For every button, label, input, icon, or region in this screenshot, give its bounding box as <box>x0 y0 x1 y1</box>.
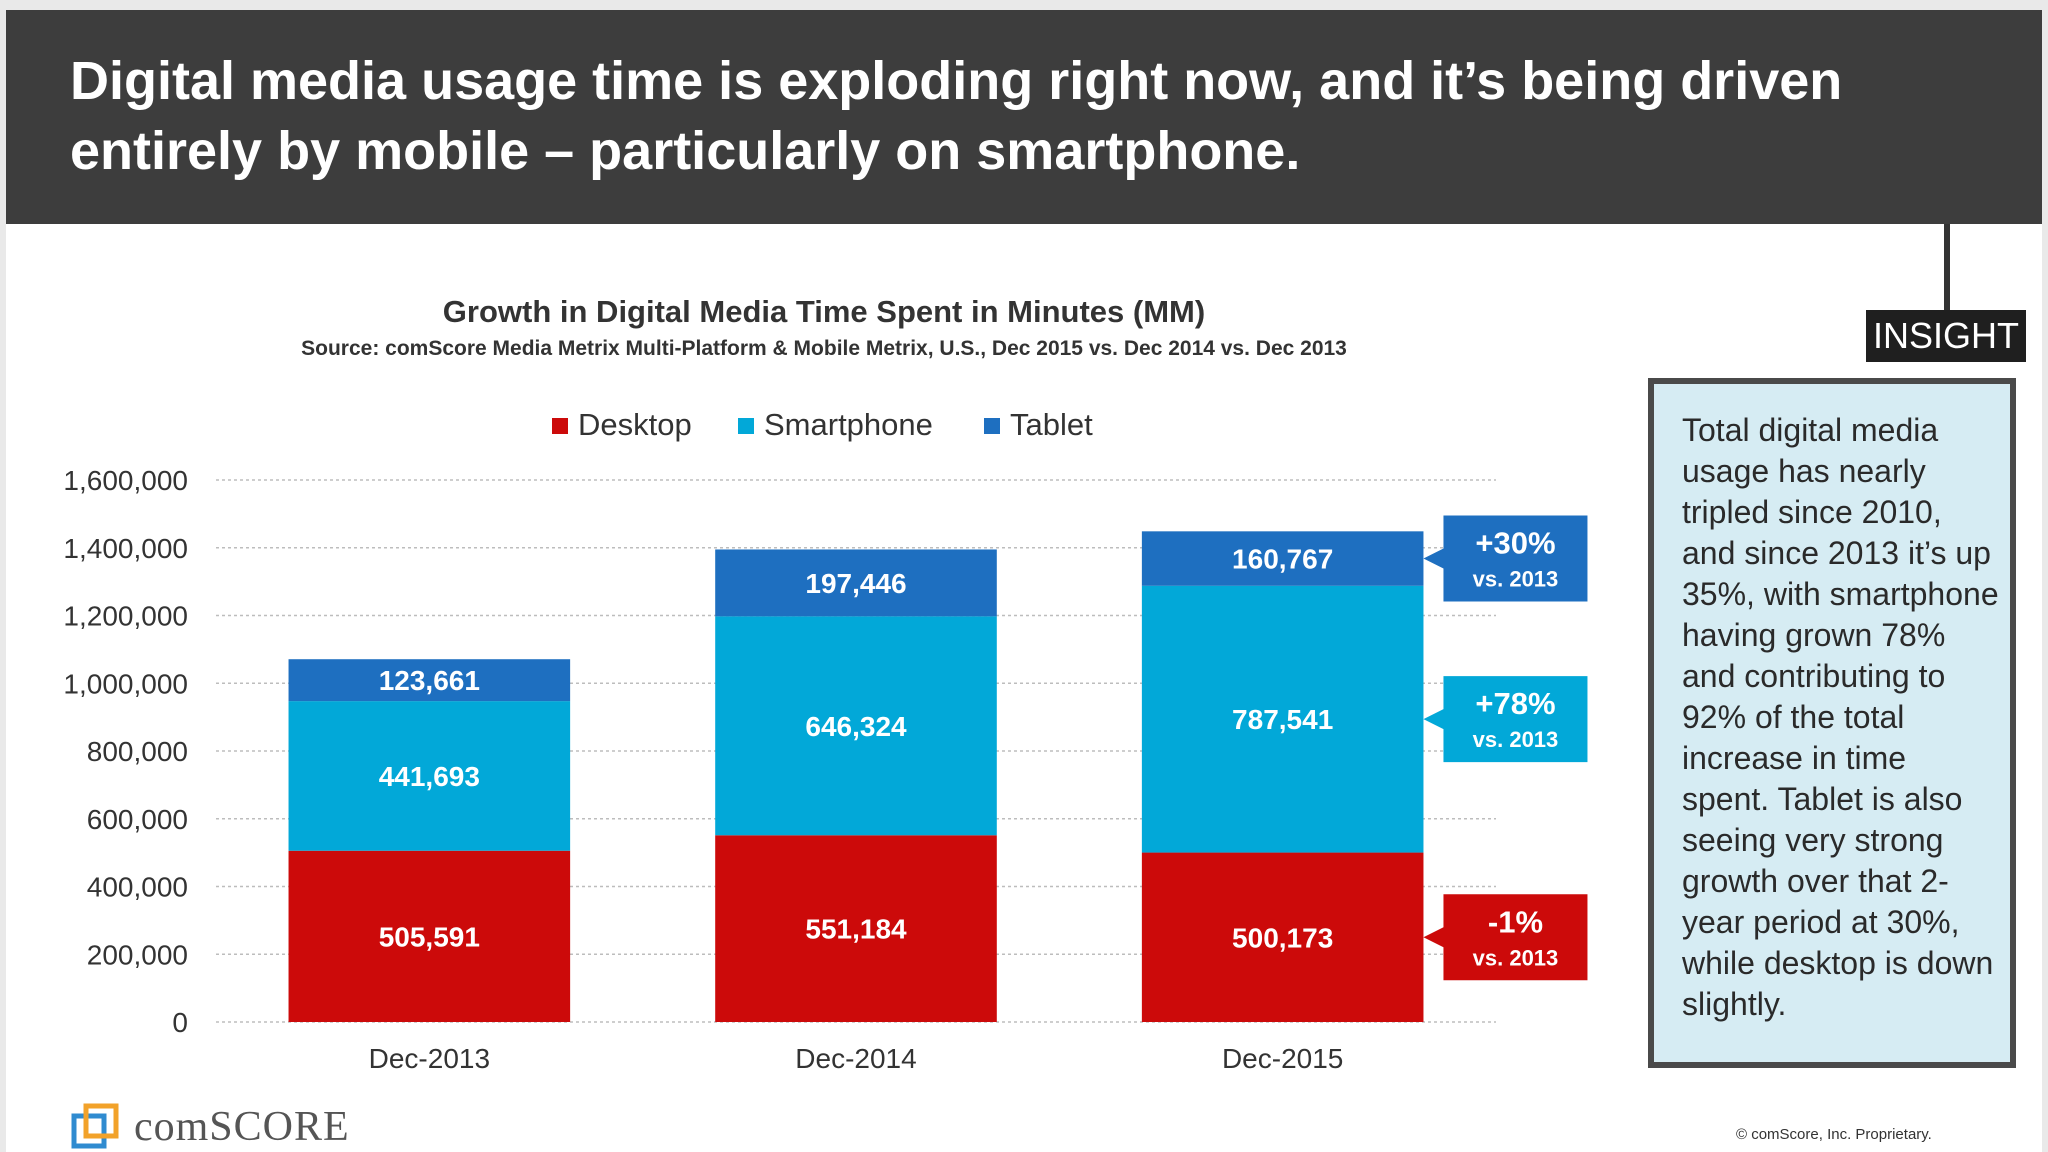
bar-desktop-dec-2013 <box>288 850 571 1022</box>
copyright-notice: © comScore, Inc. Proprietary. <box>1736 1126 1932 1143</box>
bar-desktop-dec-2014 <box>715 835 997 1022</box>
headline: Digital media usage time is exploding ri… <box>70 51 1843 181</box>
y-tick-label: 0 <box>172 1007 188 1038</box>
bar-tablet-dec-2013 <box>288 659 571 702</box>
header-bar: Digital media usage time is exploding ri… <box>6 10 2042 224</box>
chart-legend: Desktop Smartphone Tablet <box>552 407 1093 442</box>
legend-swatch-smartphone <box>738 418 754 434</box>
callout-tablet <box>1423 515 1588 602</box>
legend-swatch-tablet <box>984 418 1000 434</box>
comscore-logo-icon <box>71 1103 119 1149</box>
legend-label-tablet: Tablet <box>1010 407 1093 442</box>
callout-baseline: vs. 2013 <box>1473 945 1559 970</box>
x-tick-label: Dec-2015 <box>1222 1043 1343 1074</box>
y-tick-label: 1,200,000 <box>63 601 188 632</box>
bar-smartphone-dec-2014 <box>715 616 997 836</box>
y-tick-label: 1,400,000 <box>63 533 188 564</box>
callout-smartphone <box>1423 676 1588 763</box>
legend-label-smartphone: Smartphone <box>764 407 933 442</box>
y-tick-label: 600,000 <box>87 804 188 835</box>
y-tick-label: 200,000 <box>87 939 188 970</box>
x-axis: Dec-2013 Dec-2014 Dec-2015 <box>369 1043 1344 1074</box>
callout-baseline: vs. 2013 <box>1473 727 1559 752</box>
bars-group: 505,591 441,693 123,661 551,184 646,324 197,4… <box>288 531 1424 1022</box>
callout-change: -1% <box>1488 904 1543 939</box>
callout-desktop <box>1423 894 1588 981</box>
bar-desktop-dec-2015 <box>1141 852 1424 1022</box>
bar-smartphone-dec-2015 <box>1141 585 1424 853</box>
bar-smartphone-dec-2013 <box>288 701 571 851</box>
callout-baseline: vs. 2013 <box>1473 567 1559 592</box>
insight-box: Total digital media usage has nearly tri… <box>1648 378 2016 1068</box>
y-tick-label: 400,000 <box>87 872 188 903</box>
y-tick-label: 1,000,000 <box>63 668 188 699</box>
chart-title: Growth in Digital Media Time Spent in Mi… <box>443 294 1205 329</box>
data-label: 500,173 <box>1232 922 1333 953</box>
callout-change: +30% <box>1475 526 1555 561</box>
y-tick-label: 1,600,000 <box>63 465 188 496</box>
data-label: 505,591 <box>379 921 480 952</box>
data-label: 441,693 <box>379 761 480 792</box>
data-label: 646,324 <box>805 711 907 742</box>
insight-tag: INSIGHT <box>1866 310 2026 362</box>
insight-text: Total digital media usage has nearly tri… <box>1682 412 1999 1022</box>
data-label: 123,661 <box>379 665 480 696</box>
comscore-logo-text: comSCORE <box>134 1104 350 1150</box>
y-axis: 0 200,000 400,000 600,000 800,000 1,000,000 1,… <box>63 465 188 1038</box>
bar-tablet-dec-2015 <box>1141 531 1424 586</box>
x-tick-label: Dec-2013 <box>369 1043 490 1074</box>
callout-change: +78% <box>1475 686 1555 721</box>
legend-label-desktop: Desktop <box>578 407 692 442</box>
y-tick-label: 800,000 <box>87 736 188 767</box>
chart-subtitle: Source: comScore Media Metrix Multi-Plat… <box>301 337 1347 360</box>
data-label: 160,767 <box>1232 544 1333 575</box>
data-label: 551,184 <box>805 914 907 945</box>
data-label: 787,541 <box>1232 704 1333 735</box>
stacked-bar-chart: Growth in Digital Media Time Spent in Mi… <box>63 294 1588 1074</box>
comscore-logo: comSCORE <box>70 1102 430 1152</box>
callouts: +30% vs. 2013 +78% vs. 2013 -1% vs. 2013 <box>1423 515 1588 981</box>
insight-connector-line <box>1944 224 1950 334</box>
x-tick-label: Dec-2014 <box>795 1043 916 1074</box>
legend-swatch-desktop <box>552 418 568 434</box>
slide: Digital media usage time is exploding ri… <box>6 10 2042 1152</box>
data-label: 197,446 <box>805 568 906 599</box>
bar-tablet-dec-2014 <box>715 549 997 617</box>
